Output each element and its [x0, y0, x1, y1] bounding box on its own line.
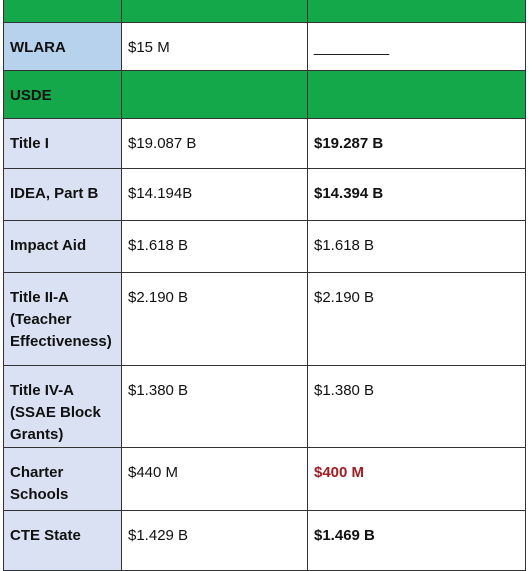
cell: [307, 0, 526, 23]
table-row: USDE: [3, 70, 526, 119]
cell: $1.380 B: [307, 365, 526, 448]
cell: $19.087 B: [121, 118, 308, 169]
cell: $400 M: [307, 447, 526, 511]
cell: Title I: [3, 118, 122, 169]
cell: Impact Aid: [3, 220, 122, 273]
cell: IDEA, Part B: [3, 168, 122, 221]
table-row: Title I $19.087 B $19.287 B: [3, 118, 526, 169]
page: WLARA $15 M _________ USDE Title I $19.0…: [3, 0, 526, 571]
cell: [121, 0, 308, 23]
cell: Title IV-A (SSAE Block Grants): [3, 365, 122, 448]
table-row: Title II-A (Teacher Effectiveness) $2.19…: [3, 272, 526, 366]
cell: [307, 70, 526, 119]
cell: $19.287 B: [307, 118, 526, 169]
table-row: Title IV-A (SSAE Block Grants) $1.380 B …: [3, 365, 526, 448]
cell: $1.469 B: [307, 510, 526, 571]
cell: $1.380 B: [121, 365, 308, 448]
table-row: [3, 0, 526, 23]
table-row: WLARA $15 M _________: [3, 22, 526, 71]
cell: $14.394 B: [307, 168, 526, 221]
table-row: Impact Aid $1.618 B $1.618 B: [3, 220, 526, 273]
cell: Title II-A (Teacher Effectiveness): [3, 272, 122, 366]
cell: $14.194B: [121, 168, 308, 221]
table-row: Charter Schools $440 M $400 M: [3, 447, 526, 511]
cell: [3, 0, 122, 23]
cell: $2.190 B: [121, 272, 308, 366]
cell: $440 M: [121, 447, 308, 511]
cell: CTE State: [3, 510, 122, 571]
cell: _________: [307, 22, 526, 71]
cell: $1.429 B: [121, 510, 308, 571]
cell: $2.190 B: [307, 272, 526, 366]
cell: USDE: [3, 70, 122, 119]
cell: [121, 70, 308, 119]
cell: $1.618 B: [121, 220, 308, 273]
table-row: IDEA, Part B $14.194B $14.394 B: [3, 168, 526, 221]
funding-table: WLARA $15 M _________ USDE Title I $19.0…: [3, 0, 526, 571]
table-row: CTE State $1.429 B $1.469 B: [3, 510, 526, 571]
cell: $15 M: [121, 22, 308, 71]
cell: WLARA: [3, 22, 122, 71]
cell: $1.618 B: [307, 220, 526, 273]
cell: Charter Schools: [3, 447, 122, 511]
